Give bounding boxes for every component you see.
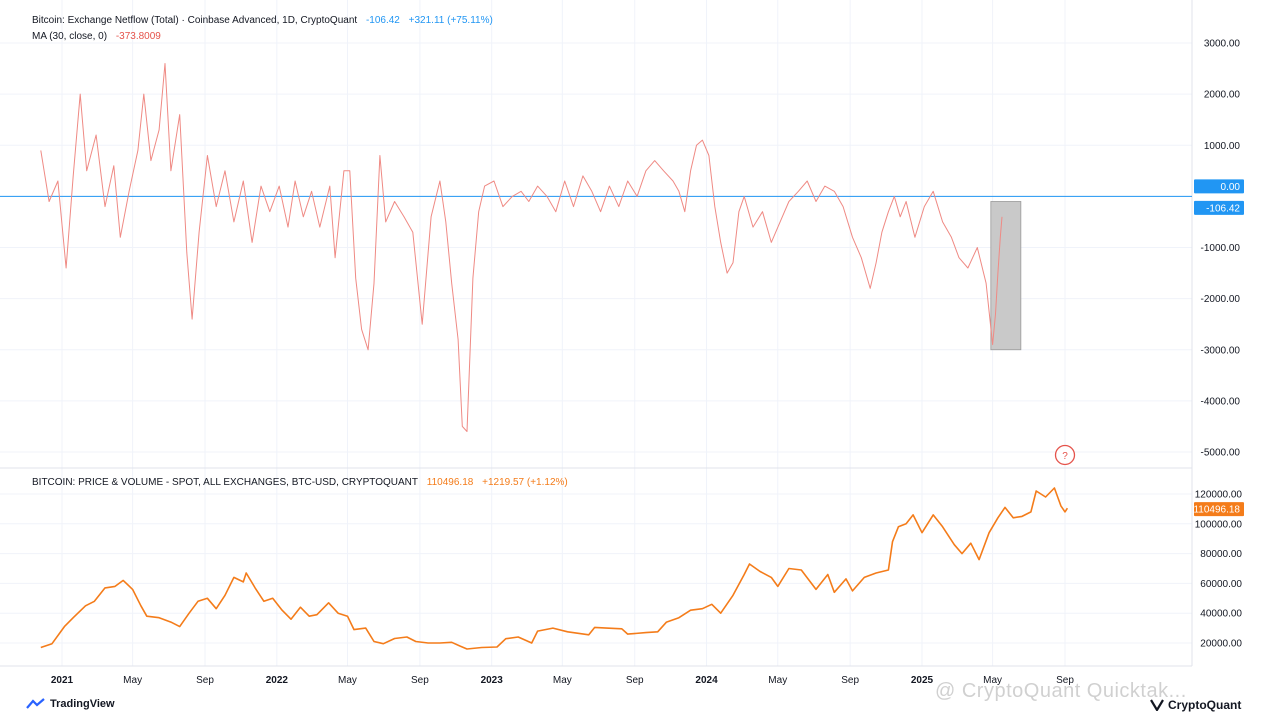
- zero-value-badge: [1194, 179, 1244, 194]
- price-last-value-badge: [1194, 502, 1244, 517]
- price-legend: BITCOIN: PRICE & VOLUME - SPOT, ALL EXCH…: [32, 477, 574, 488]
- ma-legend: MA (30, close, 0) -373.8009: [32, 31, 167, 42]
- y-tick-label: 80000.00: [1200, 549, 1242, 560]
- netflow-legend-value: -106.42: [365, 15, 400, 26]
- time-x-axis: 2021 May Sep 2022 May Sep 2023 May Sep 2024 May Sep…: [51, 675, 1074, 686]
- netflow-y-axis: 3000.00 2000.00 1000.00 -1000.00 -2000.00 -30…: [1201, 39, 1241, 459]
- help-icon-glyph: ?: [1062, 451, 1068, 462]
- ma-legend-value: -373.8009: [115, 31, 161, 42]
- price-y-axis: 120000.00 100000.00 80000.00 60000.00 40000.…: [1195, 490, 1243, 650]
- x-tick-label: May: [338, 675, 357, 686]
- x-tick-label: 2024: [695, 675, 718, 686]
- y-tick-label: -5000.00: [1201, 448, 1241, 459]
- x-tick-label: 2021: [51, 675, 74, 686]
- tradingview-brand[interactable]: TradingView: [26, 698, 115, 710]
- y-tick-label: 40000.00: [1200, 609, 1242, 620]
- cryptoquant-brand: CryptoQuant: [1150, 698, 1241, 712]
- grid-lines: [0, 0, 1192, 666]
- x-tick-label: 2023: [481, 675, 504, 686]
- netflow-legend-change: +321.11 (+75.11%): [408, 15, 493, 26]
- netflow-legend-title: Bitcoin: Exchange Netflow (Total) · Coin…: [32, 15, 358, 26]
- x-tick-label: Sep: [841, 675, 859, 686]
- y-tick-label: 120000.00: [1195, 490, 1243, 501]
- y-tick-label: -2000.00: [1201, 294, 1241, 305]
- x-tick-label: Sep: [626, 675, 644, 686]
- tradingview-label: TradingView: [50, 698, 115, 710]
- x-tick-label: May: [983, 675, 1002, 686]
- highlight-rect: [990, 201, 1022, 351]
- price-legend-value: 110496.18: [426, 477, 474, 488]
- netflow-last-value-badge: [1194, 200, 1244, 215]
- y-tick-label: 100000.00: [1195, 519, 1243, 530]
- price-legend-title: BITCOIN: PRICE & VOLUME - SPOT, ALL EXCH…: [32, 477, 419, 488]
- x-tick-label: 2025: [911, 675, 934, 686]
- netflow-legend: Bitcoin: Exchange Netflow (Total) · Coin…: [32, 15, 499, 26]
- zero-value-badge-text: 0.00: [1221, 182, 1241, 193]
- watermark-text: @ CryptoQuant Quicktak...: [935, 680, 1187, 702]
- y-tick-label: -1000.00: [1201, 243, 1241, 254]
- ma-legend-label: MA (30, close, 0): [32, 31, 108, 42]
- netflow-series-line: [40, 63, 1003, 432]
- x-tick-label: May: [768, 675, 787, 686]
- help-icon[interactable]: ?: [1054, 444, 1076, 466]
- price-series-line: [40, 487, 1069, 650]
- y-tick-label: -3000.00: [1201, 345, 1241, 356]
- highlight-area: [990, 201, 1022, 351]
- y-tick-label: 3000.00: [1204, 39, 1241, 50]
- price-last-value-badge-text: 110496.18: [1193, 505, 1240, 516]
- value-badges: 0.00 -106.42 110496.18: [1193, 179, 1244, 517]
- x-tick-label: May: [553, 675, 572, 686]
- x-tick-label: Sep: [411, 675, 429, 686]
- y-tick-label: 60000.00: [1200, 579, 1242, 590]
- x-tick-label: Sep: [196, 675, 214, 686]
- tradingview-logo-icon: [26, 698, 45, 709]
- y-tick-label: 1000.00: [1204, 141, 1241, 152]
- y-tick-label: -4000.00: [1201, 396, 1241, 407]
- y-tick-label: 2000.00: [1204, 90, 1241, 101]
- price-legend-change: +1219.57 (+1.12%): [482, 477, 568, 488]
- cryptoquant-label: CryptoQuant: [1168, 698, 1242, 712]
- x-tick-label: 2022: [266, 675, 289, 686]
- x-tick-label: Sep: [1056, 675, 1074, 686]
- y-tick-label: 20000.00: [1200, 639, 1242, 650]
- cryptoquant-logo-icon: [1150, 699, 1164, 711]
- netflow-last-value-badge-text: -106.42: [1206, 203, 1240, 214]
- series-lines: [40, 63, 1069, 650]
- x-tick-label: May: [123, 675, 142, 686]
